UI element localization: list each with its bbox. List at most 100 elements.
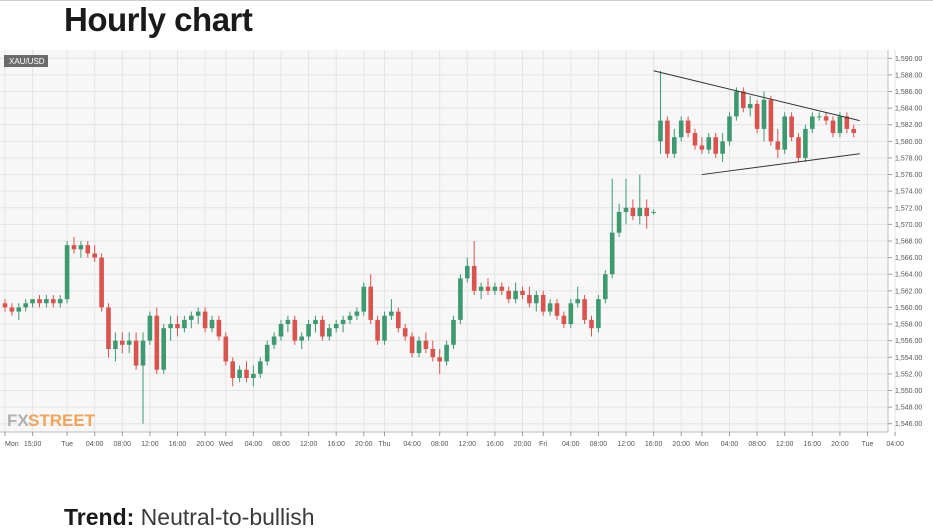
- candle: [230, 357, 235, 387]
- candle-body: [499, 286, 505, 291]
- x-tick-label: 16:00: [169, 441, 187, 448]
- candle-body: [699, 145, 705, 150]
- candle-body: [803, 128, 808, 158]
- candle-body: [16, 307, 22, 312]
- candle: [782, 112, 787, 154]
- candle: [244, 361, 249, 383]
- candle-body: [492, 286, 498, 291]
- x-tick-label: Mon: [695, 441, 709, 448]
- page-title: Hourly chart: [64, 1, 253, 38]
- candle: [168, 315, 173, 341]
- candle-body: [306, 324, 311, 337]
- candle: [347, 311, 353, 325]
- candle-body: [485, 286, 491, 291]
- candle-body: [237, 369, 242, 379]
- x-tick-label: 12:00: [141, 441, 159, 448]
- candle: [727, 112, 732, 146]
- candle: [278, 319, 284, 341]
- candle: [71, 236, 77, 254]
- candle-body: [389, 311, 394, 316]
- candle-body: [665, 120, 670, 154]
- candle-body: [540, 294, 546, 312]
- candle: [133, 332, 139, 370]
- candle: [57, 294, 63, 308]
- candle-body: [658, 120, 663, 142]
- candle: [182, 315, 187, 333]
- candle-body: [416, 340, 422, 354]
- candle: [540, 290, 546, 316]
- candle-body: [113, 340, 118, 349]
- candle: [451, 315, 456, 349]
- candle: [78, 241, 84, 258]
- trend-label: Trend:: [64, 504, 135, 530]
- x-tick-label: 16:00: [804, 441, 822, 448]
- candle: [603, 270, 608, 304]
- candle: [706, 133, 712, 154]
- candle-body: [271, 336, 277, 345]
- candle-body: [30, 299, 35, 304]
- candle-body: [844, 116, 850, 129]
- candle: [658, 70, 663, 154]
- candle: [754, 99, 760, 134]
- candle: [271, 332, 277, 349]
- candle: [264, 340, 270, 366]
- candle-body: [734, 91, 739, 117]
- candle-body: [278, 324, 284, 337]
- x-tick-label: 20:00: [355, 441, 373, 448]
- candle: [830, 116, 836, 138]
- candle: [202, 307, 208, 333]
- y-tick-label: 1,578.00: [895, 155, 922, 162]
- y-tick-label: 1,588.00: [895, 72, 922, 79]
- candle-body: [609, 232, 615, 275]
- candle-body: [23, 303, 28, 308]
- candle: [251, 365, 256, 387]
- candlestick-chart: FX STREET 1,546.00 1,548.00 1,550.00 1,552.…: [0, 50, 922, 448]
- candle-body: [78, 245, 84, 250]
- top-rule: [0, 0, 933, 1]
- candle: [692, 128, 698, 150]
- candle-body: [382, 315, 387, 341]
- y-tick-label: 1,564.00: [895, 272, 922, 279]
- candle: [499, 282, 505, 295]
- candle-body: [44, 299, 49, 304]
- candle: [816, 112, 822, 121]
- candle-body: [520, 290, 525, 295]
- candle: [547, 299, 553, 316]
- candle-body: [2, 303, 8, 308]
- candle: [354, 307, 360, 320]
- candle: [761, 91, 767, 142]
- x-tick-label: Fri: [539, 441, 548, 448]
- candle-body: [64, 245, 70, 300]
- candle: [120, 332, 125, 354]
- x-tick-label: 08:00: [590, 441, 608, 448]
- candle: [520, 286, 525, 300]
- candle: [596, 294, 601, 333]
- candle: [478, 282, 484, 300]
- candle-body: [168, 324, 173, 329]
- candle-body: [575, 299, 580, 304]
- trend-value: Neutral-to-bullish: [140, 504, 315, 530]
- candle-body: [285, 319, 291, 325]
- candle: [616, 203, 622, 237]
- candle-body: [402, 328, 408, 337]
- candle-body: [340, 319, 346, 325]
- candle-body: [85, 245, 91, 254]
- candle: [589, 315, 594, 337]
- candle: [609, 178, 615, 279]
- candle: [147, 311, 153, 345]
- y-tick-label: 1,572.00: [895, 205, 922, 212]
- candle: [389, 299, 394, 320]
- candle-body: [554, 303, 560, 316]
- candle: [216, 315, 222, 341]
- candle: [402, 324, 408, 341]
- candle: [775, 128, 781, 158]
- x-tick-label: Thu: [378, 441, 390, 448]
- candle-body: [754, 103, 760, 129]
- fxstreet-watermark: FX STREET: [7, 411, 96, 430]
- candle-body: [644, 207, 649, 217]
- candle: [554, 299, 560, 320]
- candle-body: [471, 265, 477, 291]
- candle-body: [147, 315, 153, 341]
- candle-body: [685, 120, 691, 134]
- symbol-badge: XAU/USD: [4, 55, 48, 67]
